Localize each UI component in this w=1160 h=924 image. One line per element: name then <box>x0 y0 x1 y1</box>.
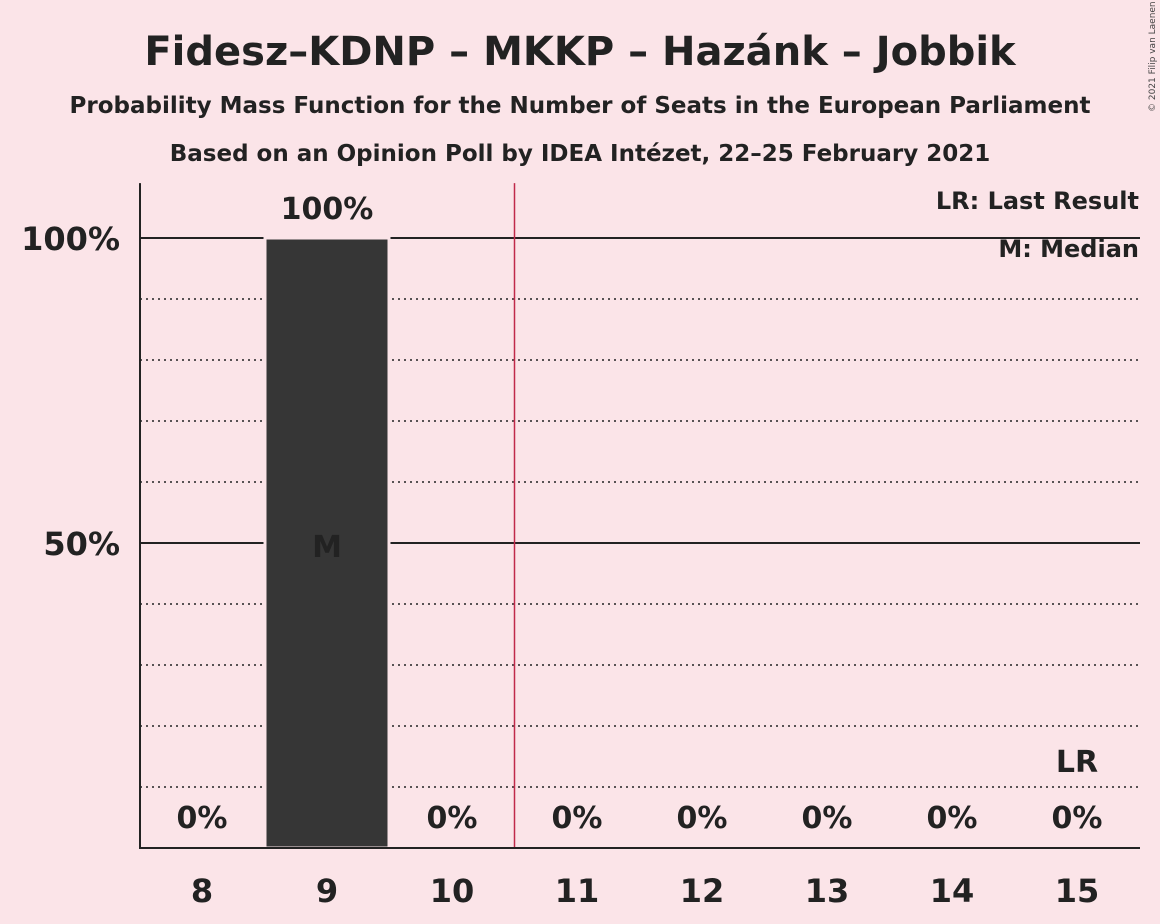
y-tick-label: 100% <box>21 220 120 258</box>
x-tick-label: 11 <box>555 872 600 910</box>
x-tick-label: 14 <box>930 872 975 910</box>
y-tick-label: 50% <box>43 525 120 563</box>
chart-subtitle: Probability Mass Function for the Number… <box>70 93 1091 119</box>
last-result-marker: LR <box>1056 745 1098 780</box>
data-label: 0% <box>802 801 853 836</box>
x-tick-label: 15 <box>1055 872 1100 910</box>
plot-area: 50% 100% 8 9 10 11 12 13 14 15 0% 100% 0% 0% 0% 0% 0% 0% M… <box>21 183 1140 910</box>
x-tick-label: 9 <box>316 872 338 910</box>
copyright-notice: © 2021 Filip van Laenen <box>1148 1 1158 112</box>
data-label: 0% <box>552 801 603 836</box>
data-label: 0% <box>427 801 478 836</box>
chart-source: Based on an Opinion Poll by IDEA Intézet… <box>170 141 991 167</box>
bar <box>263 236 391 850</box>
data-label: 0% <box>177 801 228 836</box>
legend-median: M: Median <box>998 235 1139 263</box>
x-tick-label: 8 <box>191 872 213 910</box>
legend-last-result: LR: Last Result <box>936 187 1139 215</box>
data-label: 100% <box>281 192 374 227</box>
x-tick-label: 13 <box>805 872 850 910</box>
median-marker: M <box>312 530 342 565</box>
x-tick-label: 12 <box>680 872 725 910</box>
x-tick-label: 10 <box>430 872 475 910</box>
data-label: 0% <box>927 801 978 836</box>
data-label: 0% <box>1052 801 1103 836</box>
chart-title: Fidesz–KDNP – MKKP – Hazánk – Jobbik <box>144 29 1017 75</box>
data-label: 0% <box>677 801 728 836</box>
